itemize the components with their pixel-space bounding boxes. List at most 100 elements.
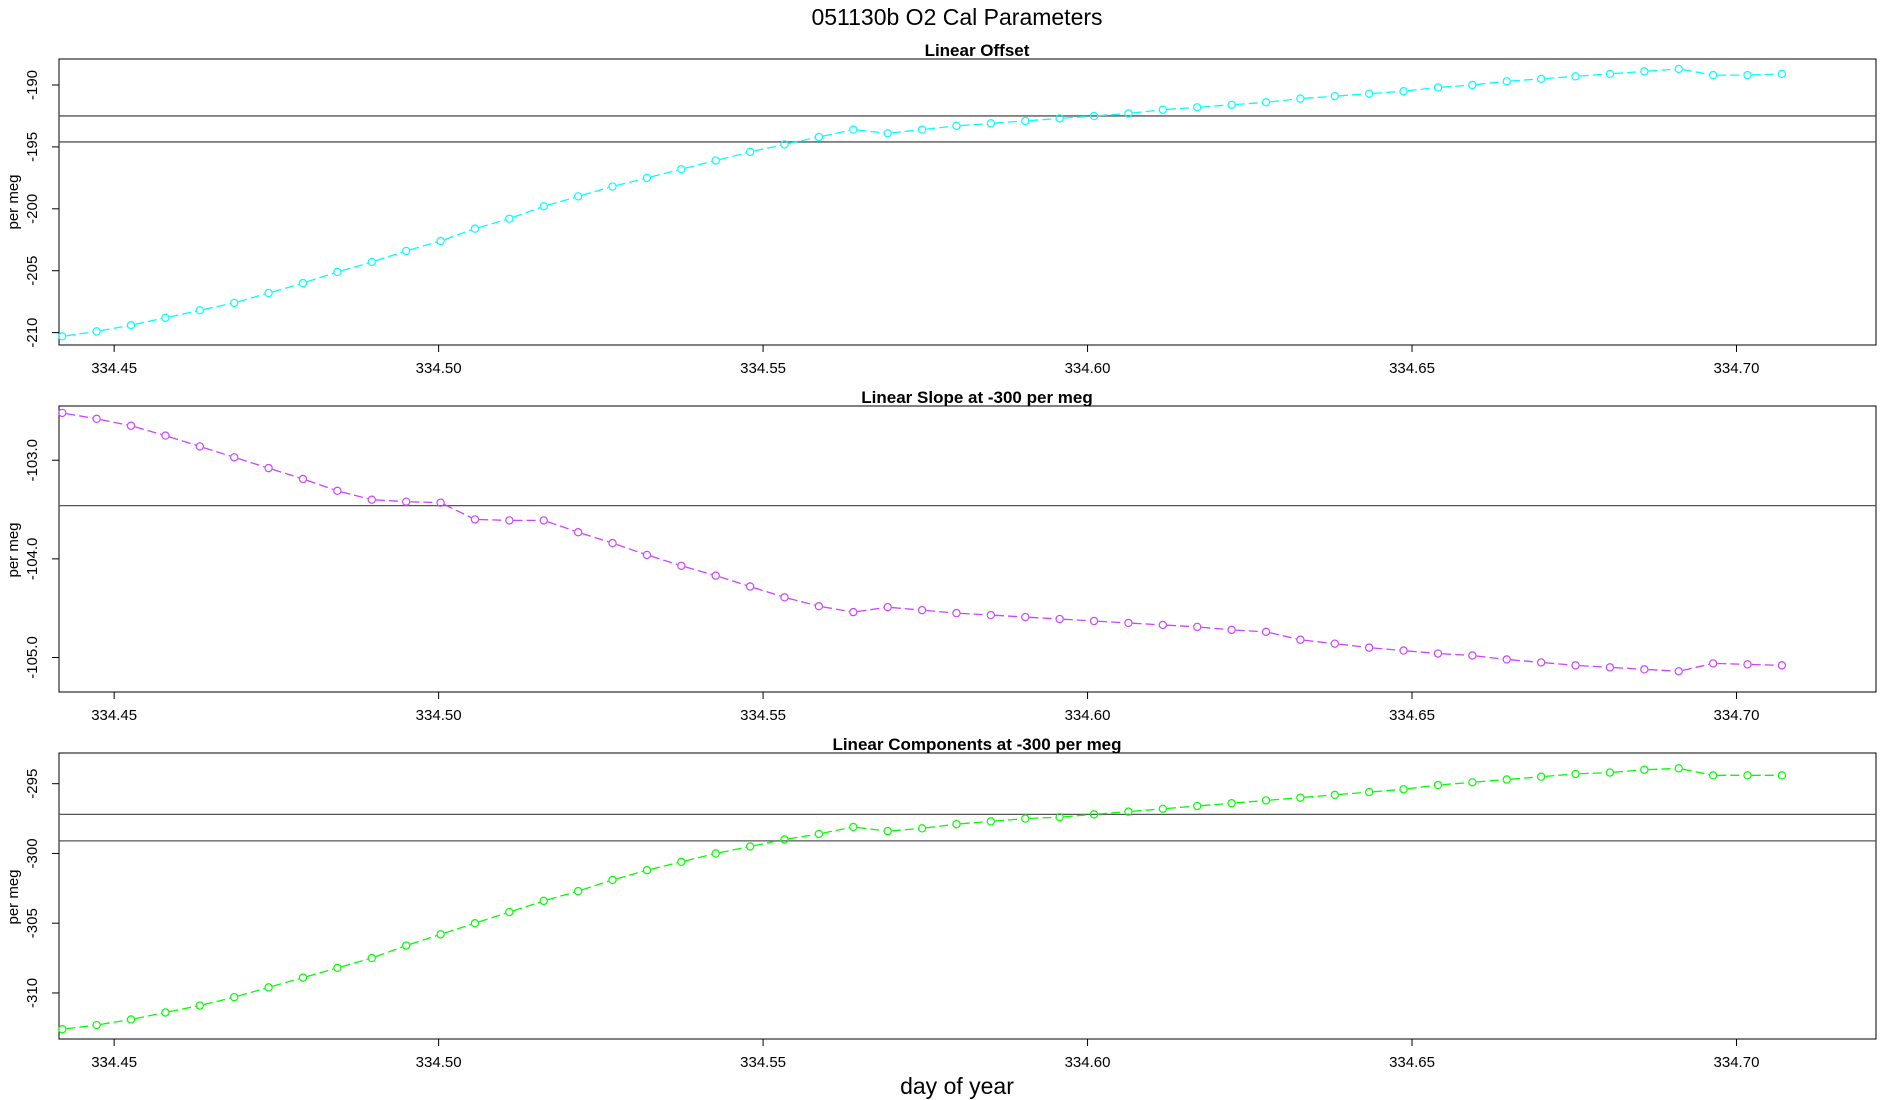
data-point-linear-slope-51	[1777, 661, 1787, 670]
y-tick-label-linear-slope-3: -105.0	[24, 636, 41, 679]
data-point-linear-slope-49	[1708, 659, 1718, 668]
data-point-linear-slope-41	[1433, 649, 1443, 658]
series-segment-linear-components-19	[685, 853, 712, 862]
series-segment-linear-offset-37	[1304, 95, 1331, 99]
series-segment-linear-components-24	[857, 826, 884, 832]
series-segment-linear-offset-24	[857, 129, 884, 134]
x-tick-label-linear-offset-3: 334.55	[740, 360, 786, 377]
data-point-linear-offset-11	[401, 246, 411, 256]
series-segment-linear-slope-7	[272, 468, 300, 479]
data-point-linear-slope-37	[1296, 635, 1305, 644]
series-segment-linear-offset-34	[1201, 104, 1228, 108]
data-point-linear-slope-19	[677, 561, 686, 570]
series-segment-linear-components-2	[100, 1019, 127, 1026]
data-point-linear-slope-5	[195, 442, 205, 451]
series-segment-linear-offset-18	[650, 169, 678, 178]
y-tick-label-linear-offset-1: -190	[24, 70, 41, 100]
data-point-linear-components-6	[230, 992, 239, 1002]
data-point-linear-slope-8	[298, 474, 308, 484]
data-point-linear-offset-34	[1193, 103, 1202, 112]
series-segment-linear-offset-12	[444, 229, 472, 241]
data-point-linear-slope-6	[230, 453, 239, 462]
series-segment-linear-components-41	[1442, 781, 1469, 786]
series-segment-linear-offset-44	[1545, 75, 1572, 80]
data-point-linear-slope-26	[917, 605, 927, 615]
series-segment-linear-offset-32	[1132, 109, 1159, 114]
x-tick-label-linear-components-2: 334.50	[416, 1054, 462, 1071]
series-segment-linear-components-22	[788, 833, 815, 840]
series-segment-linear-components-5	[203, 997, 231, 1006]
series-segment-linear-slope-25	[891, 606, 918, 611]
data-point-linear-components-5	[195, 1001, 205, 1010]
series-segment-linear-components-31	[1098, 811, 1125, 815]
y-tick-label-linear-components-3: -305	[24, 908, 41, 938]
data-point-linear-components-48	[1674, 764, 1683, 773]
series-segment-linear-offset-9	[341, 262, 368, 272]
series-segment-linear-offset-15	[547, 196, 575, 206]
data-point-linear-components-1	[58, 1025, 67, 1034]
data-point-linear-slope-20	[711, 571, 720, 580]
data-point-linear-components-20	[711, 849, 720, 858]
series-segment-linear-offset-14	[513, 207, 541, 218]
series-segment-linear-components-42	[1476, 779, 1503, 783]
series-segment-linear-components-13	[478, 912, 506, 923]
series-segment-linear-components-27	[960, 821, 987, 825]
series-segment-linear-slope-16	[581, 532, 609, 543]
series-segment-linear-offset-13	[478, 219, 506, 229]
series-segment-linear-components-1	[66, 1024, 93, 1030]
data-point-linear-offset-40	[1399, 86, 1408, 96]
series-segment-linear-slope-24	[857, 607, 884, 613]
data-point-linear-components-43	[1502, 775, 1511, 784]
data-point-linear-components-21	[745, 842, 755, 851]
series-segment-linear-offset-4	[169, 310, 196, 318]
panel-linear-slope: Linear Slope at -300 per meg per meg 334…	[5, 388, 1877, 724]
data-point-linear-components-50	[1743, 771, 1752, 780]
data-point-linear-components-23	[814, 829, 824, 839]
series-segment-linear-slope-38	[1338, 643, 1366, 648]
data-point-linear-slope-7	[264, 463, 273, 473]
data-point-linear-offset-22	[780, 140, 789, 149]
data-point-linear-offset-44	[1536, 74, 1546, 84]
series-segment-linear-offset-20	[719, 152, 747, 161]
data-point-linear-slope-32	[1124, 618, 1133, 628]
plot-frame-linear-offset	[58, 58, 1877, 346]
data-point-linear-slope-36	[1261, 627, 1271, 637]
data-point-linear-slope-22	[780, 593, 789, 602]
series-segment-linear-components-20	[719, 846, 747, 854]
x-axis-label: day of year	[900, 1073, 1014, 1099]
series-segment-linear-slope-35	[1235, 629, 1262, 633]
x-tick-label-linear-components-3: 334.55	[740, 1054, 786, 1071]
series-segment-linear-offset-3	[134, 318, 162, 325]
data-point-linear-slope-29	[1021, 612, 1030, 622]
x-tick-label-linear-slope-5: 334.65	[1389, 707, 1435, 724]
data-point-linear-offset-38	[1330, 91, 1339, 101]
data-point-linear-offset-29	[1021, 116, 1030, 126]
data-point-linear-components-18	[642, 865, 652, 875]
series-segment-linear-components-33	[1166, 805, 1194, 810]
data-point-linear-components-25	[883, 826, 892, 836]
series-segment-linear-components-32	[1132, 808, 1159, 812]
series-segment-linear-components-48	[1682, 768, 1710, 776]
data-point-linear-slope-50	[1743, 660, 1752, 669]
data-point-linear-components-40	[1399, 785, 1408, 794]
y-axis-label-linear-offset: per meg	[5, 174, 22, 229]
series-segment-linear-components-43	[1510, 776, 1538, 780]
data-point-linear-slope-27	[952, 608, 961, 618]
series-segment-linear-slope-37	[1304, 639, 1331, 644]
data-point-linear-slope-18	[642, 550, 652, 560]
data-point-linear-offset-18	[642, 173, 652, 183]
series-segment-linear-components-15	[547, 891, 575, 901]
data-point-linear-slope-44	[1536, 658, 1546, 667]
x-tick-label-linear-offset-5: 334.65	[1389, 360, 1435, 377]
data-point-linear-offset-39	[1364, 89, 1374, 98]
series-segment-linear-offset-21	[754, 144, 781, 152]
series-segment-linear-components-39	[1373, 788, 1400, 793]
x-tick-label-linear-components-6: 334.70	[1714, 1054, 1760, 1071]
series-segment-linear-offset-39	[1373, 90, 1400, 95]
y-tick-label-linear-slope-2: -104.0	[24, 538, 41, 581]
data-point-linear-slope-30	[1055, 614, 1064, 624]
series-segment-linear-slope-30	[1063, 618, 1090, 622]
plot-frame-linear-slope	[58, 405, 1877, 693]
series-segment-linear-components-21	[754, 839, 781, 847]
series-segment-linear-slope-5	[203, 447, 231, 457]
